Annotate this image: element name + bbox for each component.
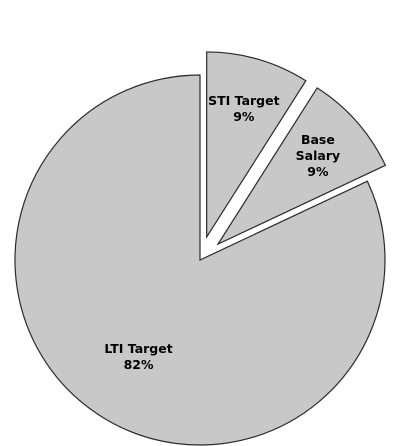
pie-label-sti-target: STI Target 9% xyxy=(208,93,279,124)
pie-label-lti-target: LTI Target 82% xyxy=(104,341,172,372)
pie-slice-sti-target xyxy=(206,51,307,240)
pie-labels: STI Target 9% Base Salary 9% LTI Target 82% xyxy=(104,93,340,372)
pie-slice-base-salary xyxy=(216,87,387,246)
pie-slices xyxy=(14,51,387,446)
pie-label-base-salary: Base Salary 9% xyxy=(296,132,340,179)
pie-slice-lti-target xyxy=(14,74,386,446)
